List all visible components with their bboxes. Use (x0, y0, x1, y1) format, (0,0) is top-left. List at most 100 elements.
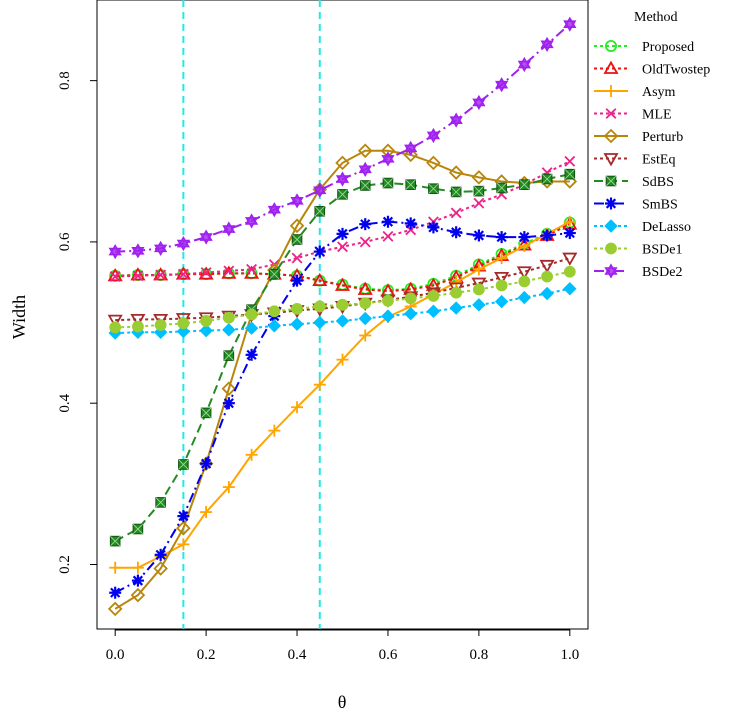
legend-label: Perturb (642, 130, 683, 145)
data-point (471, 170, 487, 185)
series-layer (107, 16, 578, 617)
legend-label: BSDe1 (642, 243, 682, 258)
data-point (154, 548, 167, 561)
data-point (382, 294, 394, 307)
legend-item: MLE (594, 108, 672, 123)
y-tick-label: 0.2 (57, 555, 73, 574)
data-point (177, 317, 190, 330)
data-point (200, 457, 213, 470)
data-point (472, 298, 486, 312)
legend-item: SdBS (594, 175, 674, 190)
legend-label: BSDe2 (642, 265, 682, 280)
data-point (130, 587, 146, 603)
data-point (335, 171, 350, 187)
data-point (291, 234, 303, 245)
data-point (564, 168, 576, 180)
data-point (404, 140, 418, 156)
data-point (563, 227, 576, 240)
data-point (245, 348, 258, 361)
data-point (313, 378, 326, 391)
data-point (450, 186, 462, 198)
data-point (107, 267, 123, 282)
data-point (381, 215, 394, 228)
data-point (313, 300, 326, 313)
data-point (291, 252, 303, 264)
x-tick-label: 0.8 (470, 647, 489, 663)
series-line (115, 223, 571, 293)
data-point (450, 276, 463, 289)
series-bsde2 (108, 16, 577, 260)
data-point (130, 267, 146, 281)
x-tick-label: 0.6 (379, 647, 398, 663)
data-point (132, 320, 144, 333)
data-point (291, 302, 303, 315)
series-bsde1 (109, 265, 576, 334)
data-point (290, 317, 304, 331)
legend-item: Perturb (594, 128, 683, 145)
data-point (130, 313, 146, 328)
data-point (472, 229, 485, 242)
data-point (268, 424, 281, 437)
x-axis: 0.0 0.2 0.4 0.6 0.8 1.0 (106, 629, 579, 663)
y-tick-label: 0.8 (57, 71, 73, 90)
data-point (359, 180, 371, 191)
data-point (605, 40, 618, 53)
data-point (517, 290, 532, 305)
data-point (131, 574, 144, 587)
data-point (517, 56, 531, 73)
legend-item: OldTwostep (594, 60, 710, 78)
data-point (450, 286, 463, 299)
data-point (154, 319, 167, 331)
data-point (428, 183, 439, 194)
data-point (244, 321, 259, 335)
series-line (114, 149, 570, 610)
data-point (200, 407, 212, 419)
data-point (427, 290, 440, 302)
data-point (154, 240, 168, 256)
data-point (313, 245, 326, 258)
data-point (222, 221, 236, 237)
data-point (313, 182, 327, 198)
data-point (289, 218, 305, 234)
data-point (268, 305, 281, 318)
data-point (449, 112, 463, 128)
series-smbs (109, 215, 576, 599)
data-point (245, 308, 258, 321)
data-point (222, 311, 235, 324)
data-point (314, 205, 326, 217)
data-point (518, 275, 531, 288)
data-point (223, 350, 235, 361)
data-point (473, 185, 485, 197)
data-point (603, 153, 619, 167)
data-point (153, 561, 168, 576)
data-point (519, 179, 530, 190)
data-point (336, 298, 349, 311)
data-point (359, 218, 372, 231)
data-point (267, 202, 281, 218)
data-point (426, 127, 441, 144)
data-point (107, 314, 123, 328)
data-point (605, 197, 617, 210)
data-point (449, 301, 463, 315)
data-point (563, 281, 577, 296)
data-point (132, 523, 144, 535)
data-point (605, 242, 617, 255)
data-point (358, 161, 372, 177)
data-point (359, 236, 371, 248)
data-point (175, 266, 191, 280)
legend-item: EstEq (594, 153, 675, 168)
data-point (605, 175, 617, 187)
legend: Method Proposed OldTwostep Asym MLE Perturb E… (594, 10, 710, 280)
series-line (115, 287, 571, 335)
data-point (604, 263, 618, 279)
data-point (496, 182, 507, 194)
legend-label: OldTwostep (642, 63, 710, 78)
legend-title: Method (634, 10, 678, 25)
legend-item: Proposed (594, 40, 694, 55)
data-point (245, 448, 258, 461)
series-delasso (108, 281, 577, 340)
data-point (495, 252, 508, 265)
data-point (177, 510, 190, 523)
data-point (563, 215, 576, 228)
data-point (132, 270, 144, 282)
